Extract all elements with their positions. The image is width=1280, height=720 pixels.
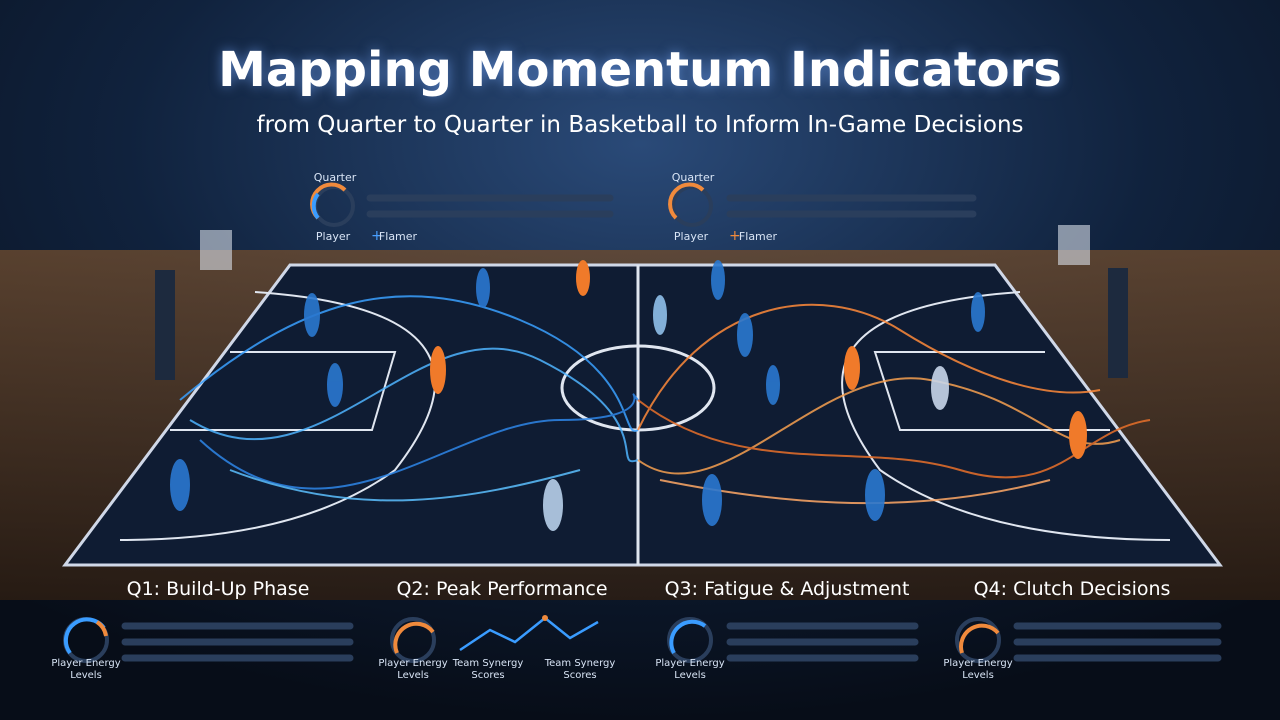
quarter-title: Q3: Fatigue & Adjustment	[664, 578, 910, 600]
legend-entry: Flamer	[738, 230, 778, 243]
gauge-label: Player Energy Levels	[51, 658, 121, 681]
panel-label: Quarter	[671, 171, 715, 184]
legend-entry: Player	[315, 230, 351, 243]
quarter-title: Q2: Peak Performance	[396, 578, 608, 600]
gauge-label: Player Energy Levels	[655, 658, 725, 681]
quarter-title: Q4: Clutch Decisions	[973, 578, 1171, 600]
svg-text:+: +	[729, 228, 741, 244]
subtitle: from Quarter to Quarter in Basketball to…	[256, 112, 1024, 138]
legend-entry: Player	[673, 230, 709, 243]
chart-label: Team Synergy Scores	[452, 658, 524, 681]
chart-label: Team Synergy Scores	[544, 658, 616, 681]
panel-label: Quarter	[313, 171, 357, 184]
gauge-label: Player Energy Levels	[943, 658, 1013, 681]
gauge-label: Player Energy Levels	[378, 658, 448, 681]
legend-entry: Flamer	[378, 230, 418, 243]
title: Mapping Momentum Indicators	[218, 42, 1062, 98]
svg-text:+: +	[371, 228, 383, 244]
quarter-title: Q1: Build-Up Phase	[126, 578, 310, 600]
